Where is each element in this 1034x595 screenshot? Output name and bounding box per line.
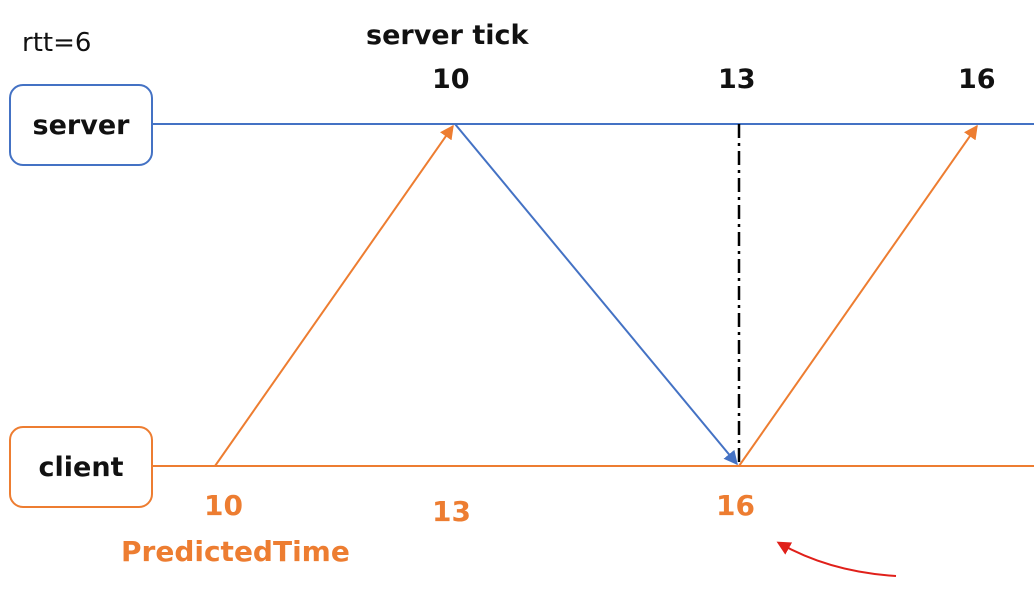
annotation-curved-arrow: [776, 541, 897, 577]
server-tick-10: 10: [432, 64, 470, 95]
predicted-time-label: PredictedTime: [121, 535, 350, 568]
server-to-client-arrow: [454, 123, 738, 466]
client-label: client: [38, 451, 124, 483]
server-tick-16: 16: [958, 64, 996, 95]
client-tick-10: 10: [204, 489, 243, 522]
server-tick-title: server tick: [366, 20, 529, 51]
client-node: client: [9, 426, 153, 508]
client-tick-16: 16: [716, 489, 755, 522]
client-to-server-arrow-2: [738, 124, 978, 467]
server-tick-13: 13: [718, 64, 756, 95]
rtt-label: rtt=6: [22, 28, 92, 58]
client-to-server-arrow-1: [214, 124, 454, 467]
client-tick-13: 13: [432, 495, 471, 528]
server-label: server: [32, 109, 130, 141]
server-node: server: [9, 84, 153, 166]
